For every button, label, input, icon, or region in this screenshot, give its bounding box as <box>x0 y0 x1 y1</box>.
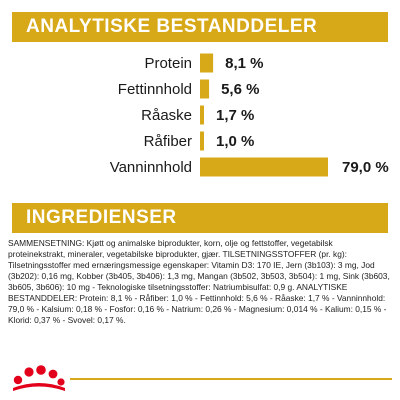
bar <box>200 105 204 125</box>
bar <box>200 131 204 151</box>
royal-canin-crown-logo-icon <box>13 365 65 391</box>
analytics-bar-chart: Protein 8,1 % Fettinnhold 5,6 % Råaske 1,7 % R… <box>110 53 389 177</box>
footer-divider <box>70 378 392 380</box>
bar <box>200 53 214 73</box>
value-label: 8,1 % <box>225 55 263 72</box>
value-label: 1,0 % <box>216 133 254 150</box>
category-label: Vanninnhold <box>110 159 192 176</box>
value-label: 1,7 % <box>216 107 254 124</box>
category-label: Fettinnhold <box>118 81 192 98</box>
value-label: 79,0 % <box>342 159 389 176</box>
category-label: Protein <box>144 55 192 72</box>
value-label: 5,6 % <box>221 81 259 98</box>
ingredients-heading: INGREDIENSER <box>12 203 388 233</box>
category-label: Råaske <box>141 107 192 124</box>
analytics-heading: ANALYTISKE BESTANDDELER <box>12 12 388 42</box>
bar <box>200 157 328 177</box>
bar <box>200 79 210 99</box>
category-label: Råfiber <box>144 133 192 150</box>
ingredients-text: SAMMENSETNING: Kjøtt og animalske biprod… <box>8 238 390 325</box>
